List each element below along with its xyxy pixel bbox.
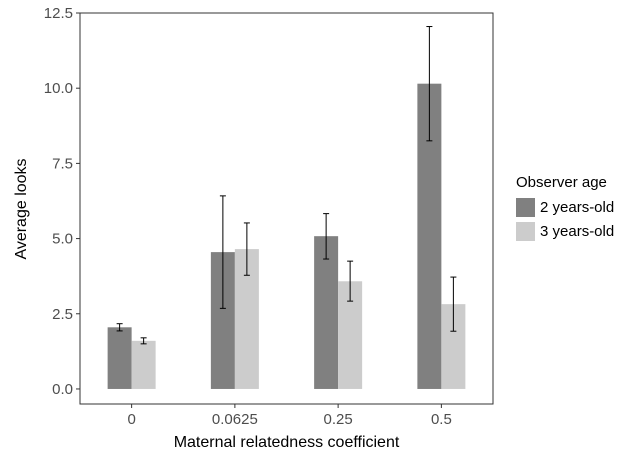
y-tick-label: 7.5 <box>52 155 73 172</box>
error-bars-layer <box>116 26 457 345</box>
y-tick-label: 10.0 <box>44 80 73 97</box>
bars-layer <box>107 83 466 389</box>
legend-swatch-3-years-old <box>516 221 535 241</box>
legend-item-3-years-old: 3 years-old <box>516 219 614 243</box>
bar-3-years-old-0 <box>131 340 156 389</box>
y-axis-title: Average looks <box>13 158 30 259</box>
legend-label: 2 years-old <box>540 198 615 216</box>
y-tick-label: 5.0 <box>52 231 73 248</box>
legend-title: Observer age <box>516 174 607 191</box>
x-tick-label: 0.25 <box>324 411 353 428</box>
y-tick-label: 12.5 <box>44 5 73 22</box>
x-axis-title: Maternal relatedness coefficient <box>174 434 400 451</box>
x-tick-label: 0.5 <box>431 411 452 428</box>
x-axis: 0 0.0625 0.25 0.5 <box>127 404 452 428</box>
bar-2-years-old-0.25 <box>314 236 339 389</box>
y-axis: 0.0 2.5 5.0 7.5 10.0 12.5 <box>44 5 80 398</box>
legend-item-2-years-old: 2 years-old <box>516 195 614 219</box>
y-tick-label: 2.5 <box>52 306 73 323</box>
y-tick-label: 0.0 <box>52 381 73 398</box>
bar-2-years-old-0 <box>107 327 132 389</box>
x-tick-label: 0.0625 <box>212 411 258 428</box>
legend-swatch-2-years-old <box>516 197 535 217</box>
x-tick-label: 0 <box>127 411 135 428</box>
legend-label: 3 years-old <box>540 222 615 240</box>
legend: Observer age 2 years-old 3 years-old <box>516 174 614 243</box>
